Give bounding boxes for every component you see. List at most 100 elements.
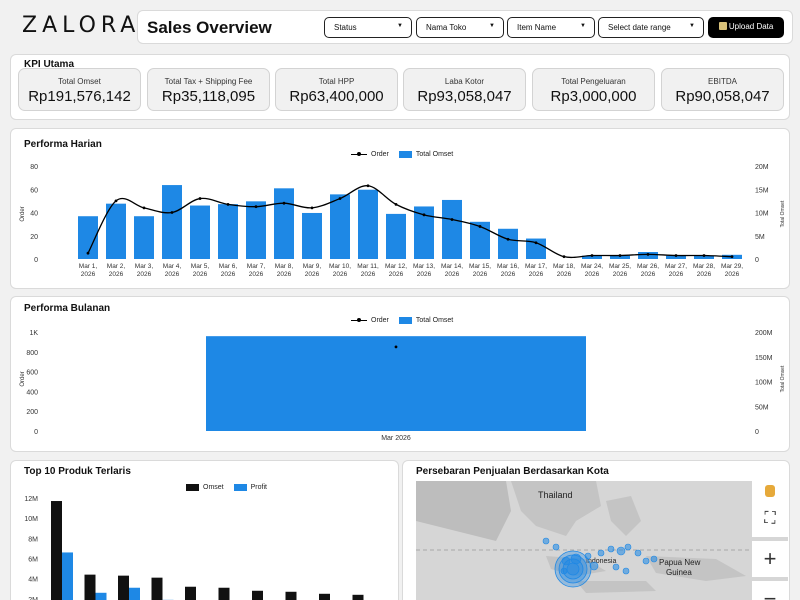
omset-bar bbox=[106, 203, 126, 259]
omset-bar bbox=[330, 194, 350, 259]
order-point bbox=[562, 255, 566, 259]
omset-bar bbox=[386, 213, 406, 259]
x-tick-label: Mar 12, bbox=[385, 263, 407, 270]
x-tick-label: Mar 27, bbox=[665, 263, 687, 270]
x-tick-label: 2026 bbox=[277, 271, 292, 278]
x-tick-label: 2026 bbox=[445, 271, 460, 278]
item-name-filter-dropdown[interactable]: Item Name ▼ bbox=[507, 17, 595, 38]
profit-bar bbox=[129, 587, 140, 600]
y-tick-label: 20 bbox=[30, 234, 38, 241]
x-tick-label: 2026 bbox=[725, 271, 740, 278]
map-bubble-cluster bbox=[566, 562, 580, 576]
map-bubble bbox=[622, 567, 630, 575]
x-tick-label: Mar 2026 bbox=[381, 435, 411, 442]
kpi-card-laba-kotor: Laba Kotor Rp93,058,047 bbox=[403, 68, 526, 111]
legend-profit-swatch bbox=[233, 484, 247, 491]
kpi-label: Total Tax + Shipping Fee bbox=[164, 77, 253, 86]
x-tick-label: 2026 bbox=[669, 271, 684, 278]
map-bubble-cluster bbox=[554, 550, 592, 588]
omset-bar bbox=[78, 216, 98, 259]
y-tick-label: 80 bbox=[30, 164, 38, 171]
order-point bbox=[478, 225, 482, 228]
x-tick-label: 2026 bbox=[529, 271, 544, 278]
map-title: Persebaran Penjualan Berdasarkan Kota bbox=[416, 466, 609, 477]
omset-bar bbox=[666, 255, 686, 259]
x-tick-label: 2026 bbox=[613, 271, 628, 278]
y-axis-label: Order bbox=[20, 206, 26, 221]
order-point bbox=[114, 199, 118, 203]
profit-bar bbox=[62, 552, 73, 600]
status-filter-dropdown[interactable]: Status ▼ bbox=[324, 17, 412, 38]
x-tick-label: Mar 17, bbox=[525, 263, 547, 270]
kpi-label: Laba Kotor bbox=[444, 77, 485, 86]
x-tick-label: 2026 bbox=[333, 271, 348, 278]
zoom-out-button[interactable]: − bbox=[752, 581, 788, 600]
y-tick-label: 40 bbox=[30, 211, 38, 218]
date-range-picker[interactable]: Select date range ▼ bbox=[598, 17, 704, 38]
map-bubble bbox=[612, 563, 620, 571]
order-point bbox=[226, 202, 230, 206]
nama-toko-filter-dropdown[interactable]: Nama Toko ▼ bbox=[416, 17, 504, 38]
legend-order: Order bbox=[371, 317, 389, 324]
map-bubble bbox=[616, 546, 626, 556]
chevron-down-icon: ▼ bbox=[689, 23, 695, 29]
map-label-papua-line: Guinea bbox=[666, 568, 692, 577]
y-tick-label: 60 bbox=[30, 187, 38, 194]
order-point bbox=[534, 241, 538, 245]
order-point bbox=[450, 218, 454, 221]
map-label-papua: Papua New Guinea bbox=[659, 558, 701, 577]
omset-bar bbox=[218, 587, 230, 600]
legend-omset: Omset bbox=[203, 484, 224, 491]
x-tick-label: 2026 bbox=[389, 271, 404, 278]
x-tick-label: Mar 7, bbox=[247, 263, 266, 270]
upload-data-label: Upload Data bbox=[728, 22, 774, 31]
x-tick-label: Mar 2, bbox=[107, 263, 126, 270]
x-tick-label: Mar 14, bbox=[441, 263, 463, 270]
omset-bar bbox=[694, 255, 714, 259]
sales-map[interactable]: Thailand Indonesia Papua New Guinea ⛶ + − bbox=[416, 481, 788, 600]
x-tick-label: Mar 16, bbox=[497, 263, 519, 270]
omset-bar bbox=[442, 199, 462, 259]
x-tick-label: Mar 11, bbox=[357, 263, 379, 270]
order-point bbox=[338, 197, 342, 200]
x-tick-label: Mar 3, bbox=[135, 263, 154, 270]
order-point bbox=[618, 254, 622, 257]
map-bubble bbox=[607, 545, 615, 553]
y-tick-label: 2M bbox=[28, 597, 38, 600]
upload-data-button[interactable]: Upload Data bbox=[708, 17, 784, 38]
y2-axis-label: Total Omset bbox=[780, 200, 786, 227]
pegman-icon[interactable] bbox=[752, 481, 788, 501]
x-tick-label: Mar 13, bbox=[413, 263, 435, 270]
order-point bbox=[506, 237, 510, 241]
map-bubble bbox=[650, 555, 658, 563]
order-point bbox=[702, 254, 706, 257]
y-tick-label: 12M bbox=[24, 496, 38, 503]
status-filter-label: Status bbox=[334, 23, 357, 32]
map-panel: Persebaran Penjualan Berdasarkan Kota Th… bbox=[402, 460, 790, 600]
legend-total-omset: Total Omset bbox=[415, 151, 454, 158]
kpi-value: Rp90,058,047 bbox=[675, 88, 770, 105]
legend-line-swatch bbox=[351, 318, 367, 322]
kpi-value: Rp3,000,000 bbox=[550, 88, 637, 105]
order-point bbox=[590, 254, 594, 257]
x-tick-label: 2026 bbox=[557, 271, 572, 278]
map-bubble bbox=[542, 537, 550, 545]
kpi-card-total-hpp: Total HPP Rp63,400,000 bbox=[275, 68, 398, 111]
zoom-in-button[interactable]: + bbox=[752, 541, 788, 577]
map-landmass bbox=[606, 496, 641, 536]
top10-products-chart: 2M 4M 6M 8M 10M 12M bbox=[24, 496, 364, 600]
omset-bar bbox=[206, 336, 586, 431]
x-tick-label: 2026 bbox=[697, 271, 712, 278]
x-tick-label: 2026 bbox=[417, 271, 432, 278]
map-bubble bbox=[634, 549, 642, 557]
kpi-value: Rp63,400,000 bbox=[289, 88, 384, 105]
chevron-down-icon: ▼ bbox=[489, 23, 495, 29]
chevron-down-icon: ▼ bbox=[397, 23, 403, 29]
y2-tick-label: 100M bbox=[755, 380, 773, 387]
fullscreen-icon[interactable]: ⛶ bbox=[752, 501, 788, 537]
map-bubble bbox=[552, 543, 560, 551]
map-bubble bbox=[624, 543, 632, 551]
y-tick-label: 6M bbox=[28, 557, 38, 564]
map-label-papua-line: Papua New bbox=[659, 558, 701, 567]
performa-bulanan-panel: Performa Bulanan Order Total Omset 0 200 4… bbox=[10, 296, 790, 452]
